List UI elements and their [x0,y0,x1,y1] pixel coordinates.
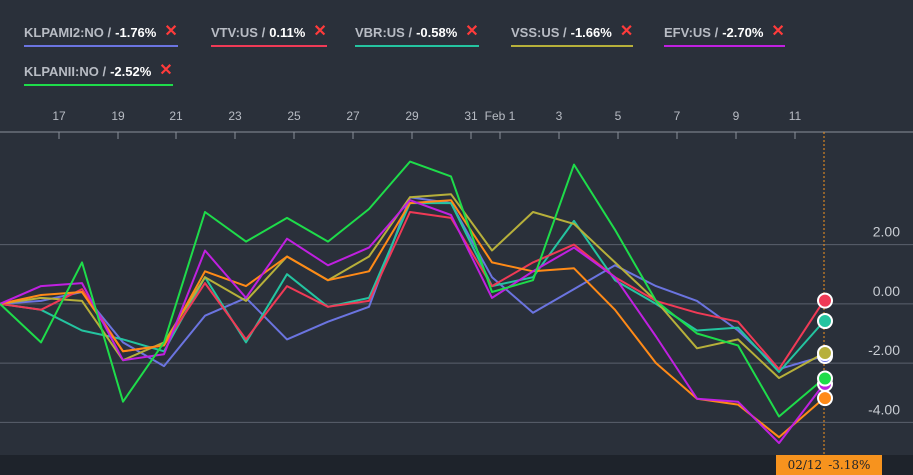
bottom-axis-band [0,455,913,475]
x-tick-label: 25 [287,109,301,123]
y-tick-label: -4.00 [868,401,900,417]
series-end-marker [817,390,833,407]
series-line-unnamed [0,199,825,439]
legend-change: -2.70% [722,24,764,40]
x-tick-label: 17 [52,109,66,123]
x-tick-label: 5 [615,109,622,123]
x-tick-label: 19 [111,109,125,123]
tooltip-value: -3.18% [828,458,871,472]
x-tick-label: 31 [464,109,478,123]
legend-item-vbr-us[interactable]: VBR:US / -0.58% ✕ [355,20,479,47]
tooltip-date: 02/12 [787,458,823,472]
y-tick-label: 0.00 [873,283,900,299]
gridlines [0,244,913,423]
crosshair-tooltip: 02/12 -3.18% [776,455,882,475]
x-axis-band [0,95,913,132]
remove-series-icon[interactable]: ✕ [771,23,785,40]
legend-change: 0.11% [269,24,306,40]
legend-color-underline [24,84,173,86]
legend-change: -0.58% [416,24,458,40]
series-line-vss-us [0,193,825,379]
y-tick-label: 2.00 [873,224,900,240]
legend-item-efv-us[interactable]: EFV:US / -2.70% ✕ [664,20,785,47]
x-tick-label: 29 [405,109,419,123]
series-end-markers [817,292,833,407]
remove-series-icon[interactable]: ✕ [619,23,634,40]
legend-ticker: EFV:US / [664,24,719,40]
legend-color-underline [24,45,178,47]
y-axis-ticks: 2.00 0.00 -2.00 -4.00 [868,224,900,418]
remove-series-icon[interactable]: ✕ [313,23,327,40]
y-tick-label: -2.00 [868,342,900,358]
series-end-marker [817,313,833,330]
legend-item-vss-us[interactable]: VSS:US / -1.66% ✕ [511,20,634,47]
remove-series-icon[interactable]: ✕ [164,23,178,40]
legend-item-klpanii-no[interactable]: KLPANII:NO / -2.52% ✕ [24,59,173,86]
x-tick-label: 11 [789,109,802,123]
legend-change: -1.76% [115,24,157,40]
legend-color-underline [211,45,327,47]
series-lines [0,160,825,445]
legend: KLPAMI2:NO / -1.76% ✕ VTV:US /0.11% ✕ VBR:US … [0,0,913,95]
series-line-klpanii-no [0,160,825,418]
series-end-marker [817,370,833,387]
legend-ticker: VSS:US / [511,24,567,40]
series-line-klpami2-no [0,196,825,371]
legend-ticker: VTV:US / [211,24,266,40]
series-end-marker [817,345,833,362]
series-line-vtv-us [0,211,825,371]
legend-ticker: KLPAMI2:NO / [24,24,112,40]
x-tick-label: 3 [556,109,563,123]
remove-series-icon[interactable]: ✕ [465,23,479,40]
series-line-efv-us [0,199,825,445]
legend-ticker: VBR:US / [355,24,413,40]
x-tick-label: Feb 1 [485,109,516,123]
legend-item-vtv-us[interactable]: VTV:US /0.11% ✕ [211,20,327,47]
x-tick-label: 27 [346,109,360,123]
remove-series-icon[interactable]: ✕ [159,62,173,79]
legend-change: -1.66% [570,24,612,40]
legend-item-klpami2-no[interactable]: KLPAMI2:NO / -1.76% ✕ [24,20,178,47]
x-tick-label: 21 [169,109,183,123]
x-tick-label: 7 [674,109,681,123]
legend-color-underline [355,45,479,47]
legend-color-underline [511,45,634,47]
x-axis-ticks: 17 19 21 23 25 27 29 31 Feb 1 3 5 7 9 11 [52,109,802,139]
x-tick-label: 23 [228,109,242,123]
series-end-marker [817,292,833,309]
legend-change: -2.52% [110,63,152,79]
legend-color-underline [664,45,785,47]
line-chart: 17 19 21 23 25 27 29 31 Feb 1 3 5 7 9 11 2.00 0.00 -2.0… [0,95,913,475]
legend-ticker: KLPANII:NO / [24,63,107,79]
x-tick-label: 9 [733,109,740,123]
